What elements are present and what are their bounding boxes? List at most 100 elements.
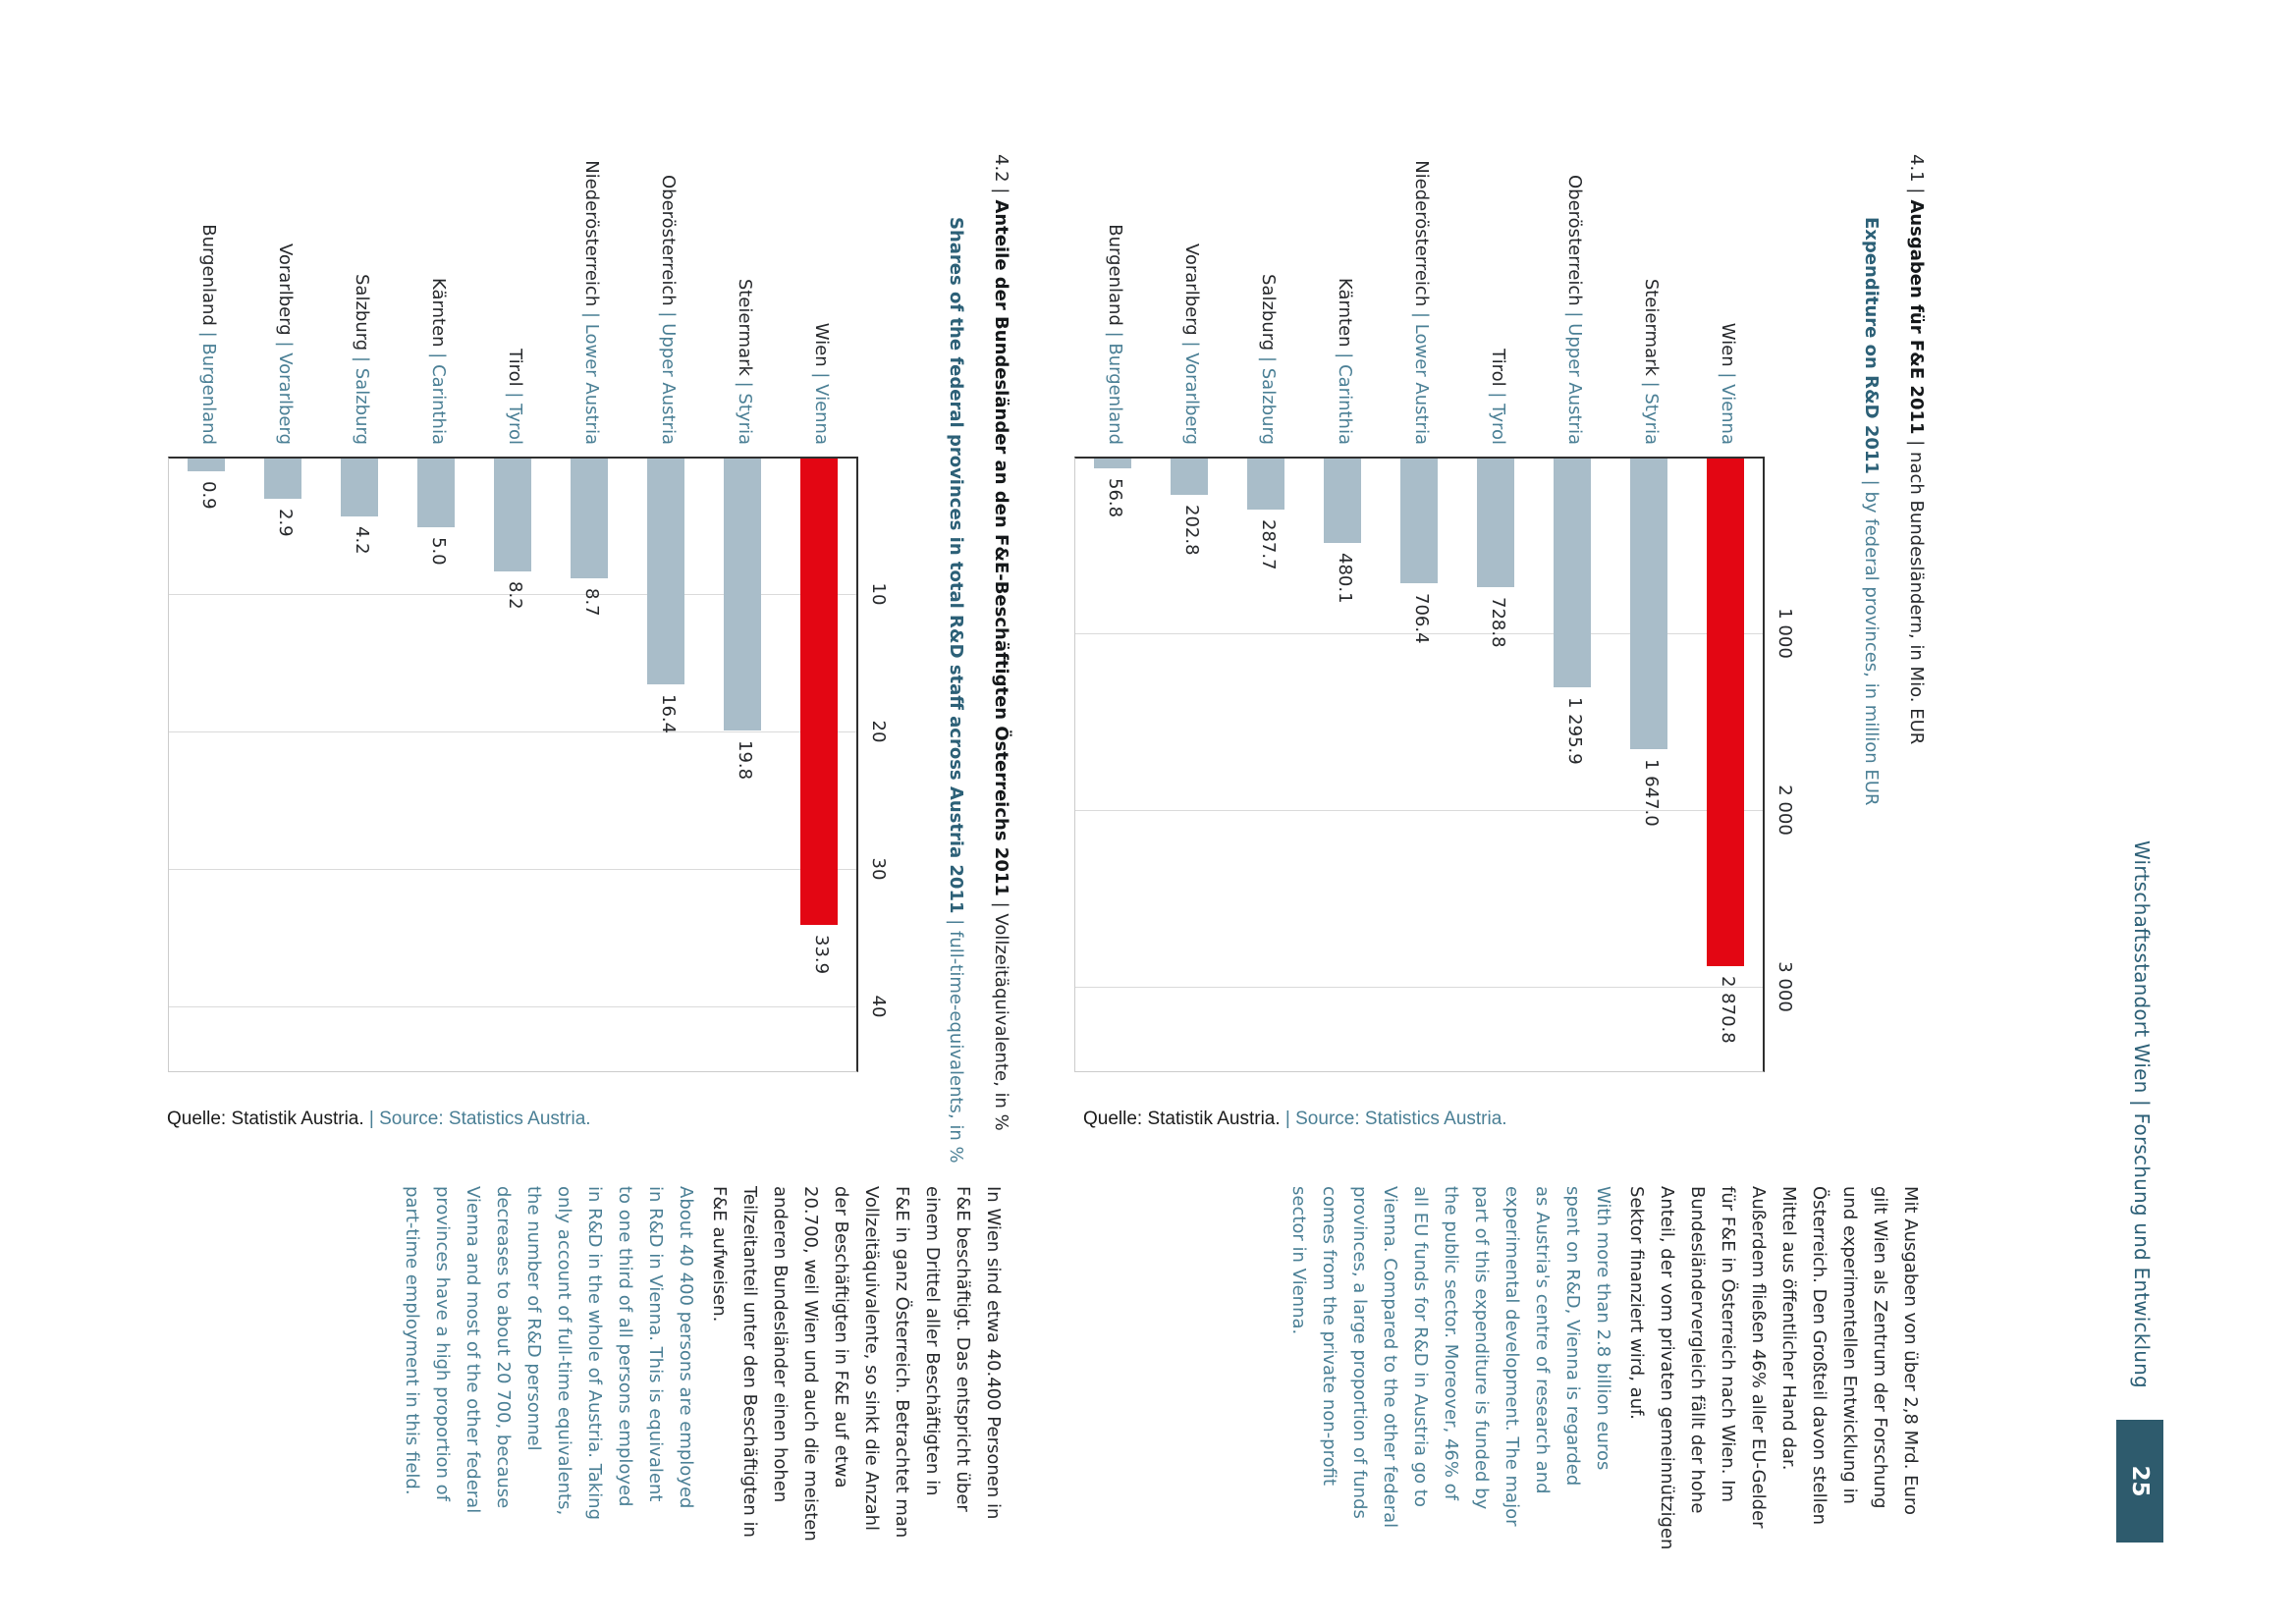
text-line-en: sector in Vienna. (1288, 1186, 1309, 1335)
page-number: 25 (2127, 1465, 2153, 1497)
category-label-en: | Upper Austria (1564, 305, 1585, 445)
text-line-en: provinces, a large proportion of funds (1349, 1186, 1370, 1519)
axis-tick-label: 40 (868, 995, 889, 1018)
category-label: Wien | Vienna (1718, 121, 1738, 445)
category-label-en: | Lower Austria (1411, 306, 1432, 445)
text-line-en: spent on R&D, Vienna is regarded (1562, 1186, 1583, 1487)
text-line-de: F&E aufweisen. (709, 1186, 730, 1323)
bar-tirol (1477, 459, 1514, 587)
text-line-en: part of this expenditure is funded by (1471, 1186, 1492, 1510)
value-label: 8.2 (505, 581, 525, 610)
axis-tick-label: 10 (868, 582, 889, 606)
axis-tick-label: 3 000 (1775, 961, 1795, 1012)
figure-title-de-bold: Anteile der Bundesländer an den F&E-Besc… (991, 199, 1011, 896)
figure-4-2-source: Quelle: Statistik Austria. | Source: Sta… (167, 1109, 591, 1130)
category-label-en: | Carinthia (1335, 347, 1355, 445)
axis-tick-label: 30 (868, 857, 889, 881)
category-label-en: | Salzburg (1258, 351, 1279, 445)
text-line-de: Mittel aus öffentlicher Hand dar. (1778, 1186, 1799, 1471)
category-label: Kärnten | Carinthia (1335, 121, 1355, 445)
source-label-en: | Source: Statistics Austria. (1284, 1109, 1507, 1129)
category-label: Burgenland | Burgenland (198, 121, 219, 445)
figure-title-en-rest: | full-time-equivalents, in % (946, 913, 966, 1164)
category-label-de: Oberösterreich (658, 175, 679, 306)
paragraph-en: About 40 400 persons are employed in R&D … (397, 1186, 701, 1618)
figure-4-1-source: Quelle: Statistik Austria. | Source: Sta… (1083, 1109, 1507, 1130)
text-line-de: F&E beschäftigt. Das entspricht über (953, 1186, 973, 1512)
paragraph-block-2: In Wien sind etwa 40.400 Personen in F&E … (397, 1186, 1009, 1618)
category-label-de: Kärnten (1335, 278, 1355, 348)
category-label-de: Vorarlberg (275, 243, 296, 336)
bar-steiermark (1630, 459, 1667, 749)
text-line-en: comes from the private non-profit (1319, 1186, 1339, 1487)
category-label-en: | Carinthia (428, 347, 449, 445)
value-label: 4.2 (352, 526, 372, 555)
category-label-de: Vorarlberg (1181, 243, 1202, 336)
text-line-en: Vienna. Compared to the other federal (1380, 1186, 1400, 1529)
text-line-de: anderen Bundesländer einen hohen (770, 1186, 791, 1503)
text-line-en: the public sector. Moreover, 46% of (1441, 1186, 1461, 1501)
bar-tirol (494, 459, 531, 571)
text-line-de: Teilzeitanteil unter den Beschäftigten i… (739, 1186, 760, 1538)
category-label-de: Burgenland (198, 224, 219, 326)
text-line-en: experimental development. The major (1502, 1186, 1522, 1527)
bar-oberösterreich (1554, 459, 1591, 687)
category-label: Niederösterreich | Lower Austria (1411, 121, 1432, 445)
bar-burgenland (188, 459, 225, 471)
figure-4-1-title-de: 4.1 | Ausgaben für F&E 2011 | nach Bundes… (1906, 154, 1927, 744)
value-label: 8.7 (581, 588, 602, 617)
category-label: Oberösterreich | Upper Austria (658, 121, 679, 445)
figure-number: 4.2 | (991, 154, 1011, 194)
category-label-de: Wien (1718, 322, 1738, 367)
paragraph-de: In Wien sind etwa 40.400 Personen in F&E … (704, 1186, 1009, 1618)
category-label-en: | Lower Austria (581, 306, 602, 445)
text-line-de: 20.700, weil Wien und auch die meisten (800, 1186, 821, 1542)
axis-tick-label: 1 000 (1775, 608, 1795, 659)
text-line-en: provinces have a high proportion of (432, 1186, 453, 1502)
text-line-en: as Austria's centre of research and (1532, 1186, 1553, 1494)
figure-number: 4.1 | (1906, 154, 1927, 194)
figure-title-en-rest: | by federal provinces, in million EUR (1861, 473, 1882, 806)
figure-title-en-bold: Shares of the federal provinces in total… (946, 217, 966, 914)
category-label: Salzburg | Salzburg (1258, 121, 1279, 445)
category-label: Tirol | Tyrol (1488, 121, 1508, 445)
category-label-en: | Vorarlberg (275, 335, 296, 445)
category-label: Wien | Vienna (811, 121, 832, 445)
page-number-box: 25 (2116, 1420, 2163, 1543)
text-line-en: only account of full-time equivalents, (554, 1186, 574, 1516)
category-label-en: | Styria (735, 375, 755, 445)
bar-kärnten (1324, 459, 1361, 543)
text-line-de: für F&E in Österreich nach Wien. Im (1718, 1186, 1738, 1502)
paragraph-block-1: Mit Ausgaben von über 2,8 Mrd. Euro gilt … (1284, 1186, 1926, 1618)
bar-oberösterreich (647, 459, 684, 684)
bar-niederösterreich (1400, 459, 1438, 583)
category-label-de: Burgenland (1105, 224, 1125, 326)
value-label: 56.8 (1105, 478, 1125, 518)
paragraph-de: Mit Ausgaben von über 2,8 Mrd. Euro gilt … (1621, 1186, 1926, 1618)
text-line-de: Mit Ausgaben von über 2,8 Mrd. Euro (1900, 1186, 1921, 1515)
figure-title-de-bold: Ausgaben für F&E 2011 (1906, 199, 1927, 435)
category-label-de: Wien (811, 322, 832, 367)
value-label: 19.8 (735, 740, 755, 781)
category-label-de: Steiermark (1641, 278, 1662, 376)
category-label: Salzburg | Salzburg (352, 121, 372, 445)
bar-vorarlberg (264, 459, 301, 499)
category-label-de: Kärnten (428, 278, 449, 348)
category-label-en: | Burgenland (1105, 325, 1125, 445)
category-label: Niederösterreich | Lower Austria (581, 121, 602, 445)
source-label-de: Quelle: Statistik Austria. (167, 1109, 369, 1129)
value-label: 0.9 (198, 481, 219, 510)
category-label-en: | Salzburg (352, 351, 372, 445)
category-label-de: Oberösterreich (1564, 175, 1585, 306)
text-line-de: F&E in ganz Österreich. Betrachtet man (892, 1186, 912, 1539)
value-label: 2.9 (275, 509, 296, 537)
figure-title-en-bold: Expenditure on R&D 2011 (1861, 217, 1882, 474)
value-label: 287.7 (1258, 519, 1279, 570)
category-label: Burgenland | Burgenland (1105, 121, 1125, 445)
bar-wien (1707, 459, 1744, 966)
category-label-de: Tirol (505, 349, 525, 387)
category-label-en: | Vienna (811, 366, 832, 445)
category-label: Vorarlberg | Vorarlberg (1181, 121, 1202, 445)
